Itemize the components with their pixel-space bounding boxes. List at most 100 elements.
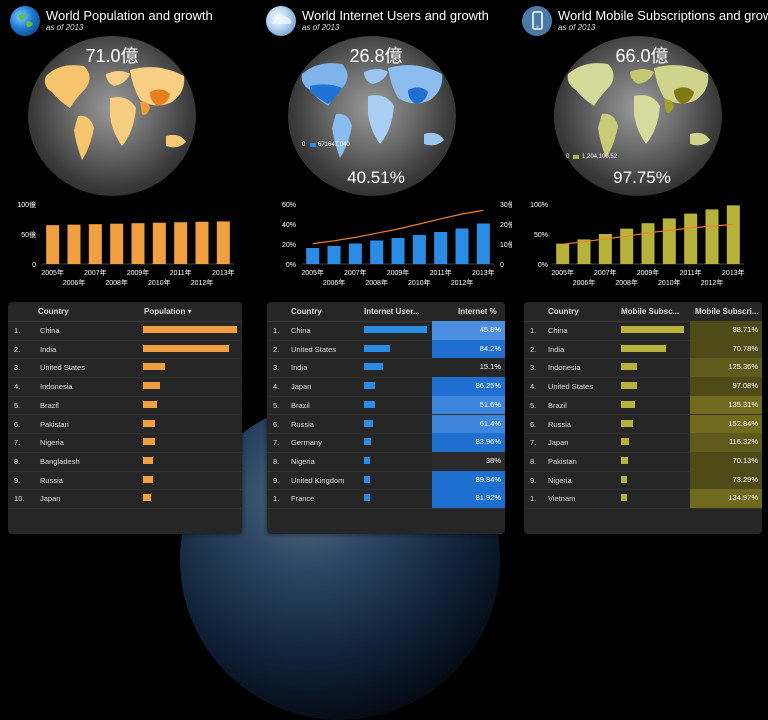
table-row[interactable]: 51.6% 5. Brazil <box>267 395 505 416</box>
x-tick-label: 2012年 <box>451 278 474 287</box>
table-row[interactable]: 116.32% 7. Japan <box>524 433 762 453</box>
value-bar <box>143 438 156 446</box>
country-name: Pakistan <box>40 419 69 429</box>
table-row[interactable]: 89.84% 9. United Kingdom <box>267 470 505 491</box>
table-row[interactable]: 135.31% 5. Brazil <box>524 395 762 416</box>
table-row[interactable]: 88.71% 1. China <box>524 321 762 341</box>
country-name: China <box>40 326 60 335</box>
table-row[interactable]: 70.78% 2. India <box>524 339 762 360</box>
row-number: 8. <box>530 456 537 466</box>
chart-bar <box>598 234 612 264</box>
percent-cell: 70.78% <box>690 339 762 359</box>
table-row[interactable]: 152.84% 6. Russia <box>524 414 762 435</box>
internet-percent: 40.51% <box>347 168 405 187</box>
table-row[interactable]: 5. Brazil <box>8 396 242 416</box>
x-tick-label: 2007年 <box>84 268 107 277</box>
x-tick-label: 2010年 <box>658 278 681 287</box>
x-tick-label: 2010年 <box>408 278 431 287</box>
value-bar <box>143 419 156 427</box>
chart-bar <box>110 223 124 264</box>
country-name: India <box>291 363 308 373</box>
table-row[interactable]: 125.36% 3. Indonesia <box>524 358 762 379</box>
x-tick-label: 2005年 <box>551 268 574 277</box>
table-row[interactable]: 70.13% 8. Pakistan <box>524 451 762 472</box>
table-header: Country Population ▾ <box>8 302 242 322</box>
column-header-mobile-percent[interactable]: Mobile Subscri... <box>695 307 759 316</box>
table-row[interactable]: 83.96% 7. Germany <box>267 433 505 453</box>
chart-bar <box>88 224 102 264</box>
percent-cell: 89.84% <box>432 470 505 490</box>
table-row[interactable]: 4. Indonesia <box>8 377 242 397</box>
table-row[interactable]: 10. Japan <box>8 489 242 509</box>
y-tick-label: 20% <box>282 242 296 249</box>
value-bar <box>364 419 373 427</box>
population-bar-chart: 100億50億02005年2006年2007年2008年2009年2010年20… <box>17 200 234 287</box>
table-row[interactable]: 81.92% 1. France <box>267 489 505 509</box>
value-bar <box>143 344 230 352</box>
table-header: Country Mobile Subsc... Mobile Subscri..… <box>524 302 762 322</box>
percent-cell: 135.31% <box>690 395 762 415</box>
table-row[interactable]: 2. India <box>8 340 242 360</box>
value-bar <box>143 456 154 464</box>
chart-bar <box>620 228 634 264</box>
map-australia <box>166 134 186 148</box>
column-header-internet-users[interactable]: Internet User... <box>364 307 420 316</box>
y2-tick-label: 30億 <box>500 200 512 209</box>
map-africa <box>110 97 136 146</box>
row-number: 3. <box>530 363 537 373</box>
table-row[interactable]: 45.8% 1. China <box>267 321 505 341</box>
row-number: 7. <box>14 438 21 448</box>
table-row[interactable]: 7. Nigeria <box>8 433 242 453</box>
mobile-subscriptions-total: 66.0億 <box>615 46 669 66</box>
mobile-phone-icon <box>522 6 552 36</box>
table-row[interactable]: 86.25% 4. Japan <box>267 377 505 397</box>
x-tick-label: 2010年 <box>148 278 171 287</box>
x-tick-label: 2012年 <box>701 278 724 287</box>
chart-bar <box>306 248 320 264</box>
row-number: 7. <box>530 438 537 448</box>
row-number: 10. <box>14 494 25 504</box>
value-bar <box>621 382 637 390</box>
value-bar <box>364 382 375 390</box>
table-row[interactable]: 73.29% 9. Nigeria <box>524 470 762 491</box>
table-row[interactable]: 61.4% 6. Russia <box>267 414 505 435</box>
country-name: Vietnam <box>548 494 576 504</box>
chart-bar <box>556 243 570 264</box>
country-name: Nigeria <box>548 475 572 485</box>
table-row[interactable]: 15.1% 3. India <box>267 358 505 379</box>
value-bar <box>143 326 237 333</box>
table-row[interactable]: 38% 8. Nigeria <box>267 451 505 472</box>
column-header-country[interactable]: Country <box>548 307 579 316</box>
table-row[interactable]: 97.08% 4. United States <box>524 377 762 397</box>
table-row[interactable]: 3. United States <box>8 358 242 379</box>
table-row[interactable]: 1. China <box>8 321 242 341</box>
value-bar <box>621 456 628 464</box>
table-row[interactable]: 84.2% 2. United States <box>267 339 505 360</box>
table-row[interactable]: 134.97% 1. Vietnam <box>524 489 762 509</box>
value-bar <box>143 400 158 408</box>
column-header-country[interactable]: Country <box>38 307 69 316</box>
table-row[interactable]: 6. Pakistan <box>8 415 242 435</box>
percent-cell: 116.32% <box>690 433 762 452</box>
y2-tick-label: 0 <box>500 262 504 269</box>
country-name: France <box>291 494 315 504</box>
percent-cell: 15.1% <box>432 358 505 378</box>
country-name: Nigeria <box>291 456 315 466</box>
map-south-america <box>332 113 352 158</box>
y-tick-label: 0% <box>286 262 296 269</box>
y2-tick-label: 20億 <box>500 220 512 229</box>
row-number: 6. <box>273 419 280 429</box>
table-row[interactable]: 9. Russia <box>8 471 242 491</box>
x-tick-label: 2009年 <box>127 268 150 277</box>
table-row[interactable]: 8. Bangladesh <box>8 452 242 472</box>
map-europe <box>106 71 130 86</box>
column-header-country[interactable]: Country <box>291 307 322 316</box>
percent-cell: 38% <box>432 451 505 471</box>
percent-cell: 97.08% <box>690 377 762 396</box>
x-tick-label: 2006年 <box>323 278 346 287</box>
column-header-population[interactable]: Population ▾ <box>144 307 192 316</box>
row-number: 3. <box>14 363 21 373</box>
country-name: Pakistan <box>548 456 577 466</box>
column-header-mobile-subscriptions[interactable]: Mobile Subsc... <box>621 307 680 316</box>
column-header-internet-percent[interactable]: Internet % <box>458 307 497 316</box>
